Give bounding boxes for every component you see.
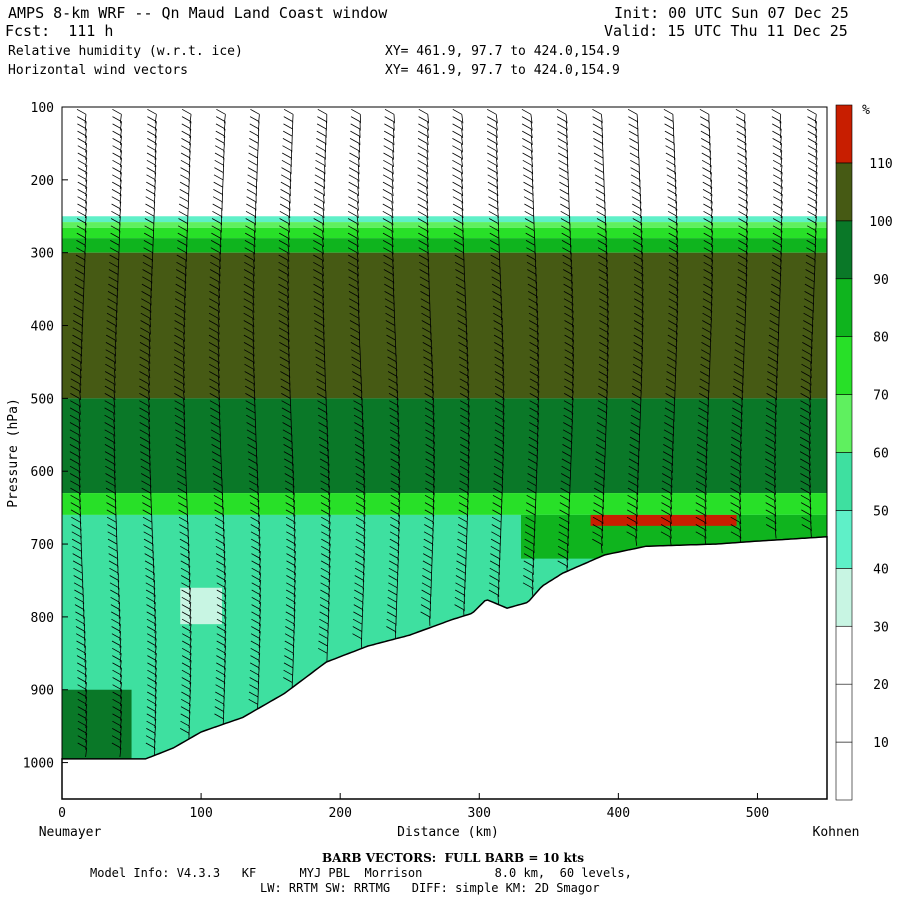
colorbar-segment [835, 162, 853, 222]
colorbar-segment [835, 683, 853, 743]
colorbar-segment [835, 568, 853, 627]
colorbar-segment [835, 510, 853, 569]
colorbar-label: 40 [873, 562, 889, 577]
terrain-surface [61, 536, 828, 800]
y-tick-label: 800 [31, 611, 54, 626]
wind-barb-column [799, 108, 818, 539]
x-axis-label: Distance (km) [397, 825, 499, 840]
y-tick-label: 700 [31, 538, 54, 553]
y-tick-label: 300 [31, 247, 54, 262]
rh-band-moist [62, 252, 827, 399]
wind-barb-column [730, 108, 748, 546]
y-tick-label: 500 [31, 392, 54, 407]
x-tick-label: 0 [58, 806, 66, 821]
y-tick-label: 200 [31, 174, 54, 189]
colorbar-segment [835, 336, 853, 395]
xy-range-1: XY= 461.9, 97.7 to 424.0,154.9 [385, 44, 620, 59]
chart-title: AMPS 8-km WRF -- Qn Maud Land Coast wind… [8, 4, 388, 22]
colorbar: 10 20 30 40 50 60 70 80 90 100 110 [835, 104, 893, 801]
colorbar-segment [835, 278, 853, 337]
barb-note: BARB VECTORS: FULL BARB = 10 kts [322, 851, 585, 865]
model-info-line-2: LW: RRTM SW: RRTMG DIFF: simple KM: 2D S… [260, 881, 600, 895]
wind-barb-column [69, 108, 88, 758]
colorbar-label: 110 [869, 157, 892, 172]
colorbar-label: 100 [869, 215, 892, 230]
colorbar-label: 70 [873, 389, 889, 404]
wind-barb-column [452, 108, 470, 619]
wind-barb-column [278, 108, 296, 692]
wind-barb-column [660, 108, 679, 546]
x-tick-label: 500 [746, 806, 769, 821]
colorbar-segment [835, 220, 853, 280]
wind-barb-column [347, 108, 366, 648]
wind-barb-column [243, 108, 262, 714]
wind-barb-column [765, 108, 783, 539]
valid-time: Valid: 15 UTC Thu 11 Dec 25 [604, 22, 848, 40]
wind-barb-column [104, 108, 122, 758]
x-tick-label: 400 [607, 806, 630, 821]
wind-barb-column [313, 108, 331, 663]
colorbar-label: 90 [873, 273, 889, 288]
y-tick-label: 100 [31, 101, 54, 116]
colorbar-segment [835, 741, 853, 801]
colorbar-label: 60 [873, 447, 889, 462]
rh-band-mid [62, 398, 827, 494]
x-tick-label: 300 [468, 806, 491, 821]
wind-barb-column [592, 108, 609, 554]
field-name-wind: Horizontal wind vectors [8, 63, 189, 78]
y-tick-label: 600 [31, 465, 54, 480]
y-tick-label: 900 [31, 684, 54, 699]
x-axis: 0 100 200 300 400 500 [58, 793, 769, 821]
colorbar-segment [835, 104, 853, 164]
rh-band-transition-1 [62, 222, 827, 228]
colorbar-segment [835, 452, 853, 511]
rh-patch-dry [180, 587, 222, 625]
rh-band-supersaturated [590, 514, 737, 526]
wind-barb-column [626, 108, 644, 546]
rh-band-transition-0 [62, 216, 827, 223]
y-tick-label: 400 [31, 320, 54, 335]
wind-barb-column [695, 108, 714, 546]
wind-barb-column [174, 108, 192, 743]
init-time: Init: 00 UTC Sun 07 Dec 25 [614, 4, 849, 22]
cross-section-chart: 100 200 300 400 500 600 700 800 900 1000 0 100 200 3… [6, 101, 893, 840]
wind-barb-column [208, 108, 227, 728]
colorbar-label: 80 [873, 331, 889, 346]
y-axis: 100 200 300 400 500 600 700 800 900 1000 [23, 101, 68, 772]
rh-patch-surface-moist [62, 689, 132, 763]
colorbar-label: 20 [873, 678, 889, 693]
wind-barbs [69, 108, 818, 758]
colorbar-label: 30 [873, 620, 889, 635]
colorbar-segment [835, 625, 853, 685]
rh-band-lower-transition [62, 493, 827, 515]
colorbar-unit: % [862, 103, 870, 118]
model-info-line-1: Model Info: V4.3.3 KF MYJ PBL Morrison 8… [90, 866, 632, 880]
x-start-location: Neumayer [39, 825, 102, 840]
field-name-rh: Relative humidity (w.r.t. ice) [8, 44, 243, 59]
x-tick-label: 100 [189, 806, 212, 821]
wind-barb-column [417, 108, 435, 626]
colorbar-segment [835, 394, 853, 453]
forecast-hour: Fcst: 111 h [5, 22, 114, 40]
wind-barb-column [521, 108, 540, 597]
rh-band-dry-upper [62, 107, 827, 217]
y-tick-label: 1000 [23, 757, 54, 772]
x-tick-label: 200 [328, 806, 351, 821]
wind-barb-column [486, 108, 505, 605]
x-end-location: Kohnen [813, 825, 860, 840]
xy-range-2: XY= 461.9, 97.7 to 424.0,154.9 [385, 63, 620, 78]
rh-band-transition-2 [62, 227, 827, 239]
colorbar-label: 50 [873, 504, 889, 519]
wind-barb-column [382, 108, 401, 641]
colorbar-label: 10 [873, 736, 889, 751]
wind-barb-column [556, 108, 575, 575]
plot-frame [61, 106, 828, 800]
wind-barb-column [139, 108, 157, 758]
y-axis-label: Pressure (hPa) [6, 398, 21, 508]
